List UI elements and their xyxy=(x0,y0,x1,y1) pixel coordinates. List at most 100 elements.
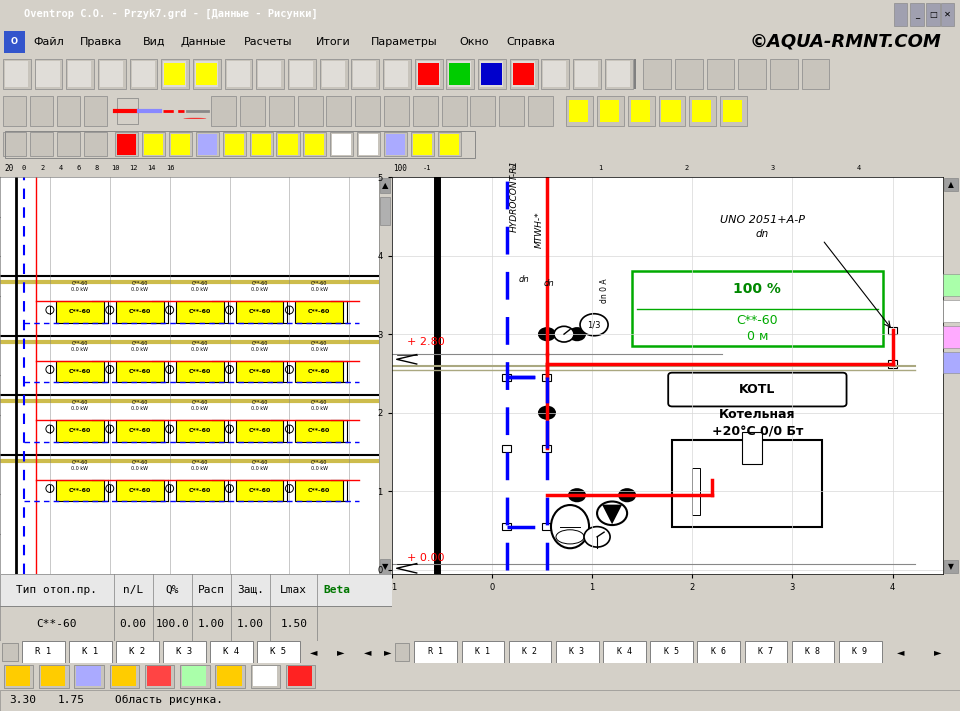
Text: C**-60
0.0 kW: C**-60 0.0 kW xyxy=(191,282,208,292)
Text: K 5: K 5 xyxy=(270,648,286,656)
Bar xyxy=(359,134,378,155)
Circle shape xyxy=(285,365,294,373)
Text: C**-60
0.0 kW: C**-60 0.0 kW xyxy=(311,282,327,292)
Text: dn 0 A: dn 0 A xyxy=(600,278,609,303)
Bar xyxy=(449,63,470,85)
Text: K 3: K 3 xyxy=(176,648,192,656)
Circle shape xyxy=(226,425,233,433)
Text: C**-60
0.0 kW: C**-60 0.0 kW xyxy=(132,282,148,292)
Text: 4: 4 xyxy=(857,165,861,171)
Bar xyxy=(462,641,504,663)
Bar xyxy=(288,666,312,686)
Circle shape xyxy=(166,484,174,493)
Bar xyxy=(792,641,834,663)
Bar xyxy=(164,63,185,85)
Text: 1.00: 1.00 xyxy=(198,619,225,629)
Text: C**-60
0.0 kW: C**-60 0.0 kW xyxy=(191,341,208,352)
Bar xyxy=(499,96,524,126)
Text: dn: dn xyxy=(543,279,554,287)
Bar xyxy=(509,641,551,663)
Bar xyxy=(252,666,276,686)
Bar xyxy=(258,61,281,87)
Text: ▼: ▼ xyxy=(948,562,954,571)
Text: _: _ xyxy=(915,10,919,18)
Bar xyxy=(839,641,881,663)
Bar xyxy=(256,59,284,89)
Text: 2: 2 xyxy=(40,165,44,171)
Bar xyxy=(111,666,136,686)
Bar xyxy=(115,641,158,663)
Circle shape xyxy=(46,425,54,433)
Bar xyxy=(4,31,25,53)
Bar xyxy=(176,420,224,442)
Text: Beta: Beta xyxy=(324,585,350,595)
Bar xyxy=(251,665,280,688)
Bar xyxy=(116,360,163,383)
Bar xyxy=(738,59,766,89)
Bar xyxy=(941,3,954,26)
Text: 10: 10 xyxy=(111,165,119,171)
Circle shape xyxy=(618,488,636,502)
Bar xyxy=(415,641,457,663)
Text: C**-60: C**-60 xyxy=(249,369,271,374)
Circle shape xyxy=(597,501,627,525)
Bar xyxy=(0,574,392,606)
Text: +20°C 0/0 Бт: +20°C 0/0 Бт xyxy=(711,426,804,439)
Bar xyxy=(448,61,471,87)
Text: ▲: ▲ xyxy=(948,180,954,189)
Text: 0 м: 0 м xyxy=(747,330,768,343)
Bar xyxy=(252,134,271,155)
Circle shape xyxy=(580,314,608,336)
Text: MTWH-*: MTWH-* xyxy=(535,211,543,247)
Bar xyxy=(3,132,26,156)
Bar xyxy=(643,59,671,89)
Bar xyxy=(256,641,300,663)
Bar xyxy=(597,96,624,126)
Bar xyxy=(320,59,348,89)
Circle shape xyxy=(46,365,54,373)
Bar xyxy=(36,61,60,87)
Bar xyxy=(115,132,138,156)
Bar xyxy=(943,352,960,373)
Text: R 1: R 1 xyxy=(35,648,51,656)
Circle shape xyxy=(166,425,174,433)
Text: Итоги: Итоги xyxy=(316,37,350,47)
Bar xyxy=(413,134,432,155)
Text: 100.0: 100.0 xyxy=(156,619,189,629)
Bar xyxy=(68,61,91,87)
Circle shape xyxy=(584,527,611,547)
Text: Защ.: Защ. xyxy=(237,585,264,595)
Text: K 8: K 8 xyxy=(805,648,820,656)
Text: C**-60: C**-60 xyxy=(188,309,210,314)
Text: C**-60: C**-60 xyxy=(308,309,330,314)
Text: C**-60
0.0 kW: C**-60 0.0 kW xyxy=(251,460,268,471)
Bar xyxy=(288,59,316,89)
Bar xyxy=(513,63,534,85)
Text: KOTL: KOTL xyxy=(739,383,776,396)
Bar xyxy=(566,96,593,126)
Text: ►: ► xyxy=(384,647,392,657)
Bar xyxy=(296,479,344,501)
Circle shape xyxy=(285,306,294,314)
Bar xyxy=(541,59,569,89)
Bar xyxy=(438,132,461,156)
Text: K 5: K 5 xyxy=(663,648,679,656)
Bar xyxy=(223,132,246,156)
Bar xyxy=(116,479,163,501)
Text: Q%: Q% xyxy=(165,585,180,595)
Text: ▼: ▼ xyxy=(382,562,389,571)
Circle shape xyxy=(285,425,294,433)
Text: C**-60
0.0 kW: C**-60 0.0 kW xyxy=(251,400,268,411)
Bar xyxy=(225,59,252,89)
Text: Правка: Правка xyxy=(80,37,122,47)
Text: 12: 12 xyxy=(130,165,137,171)
Bar xyxy=(269,96,294,126)
Text: 4: 4 xyxy=(59,165,62,171)
Bar xyxy=(235,301,283,323)
Bar xyxy=(355,96,380,126)
Text: C**-60
0.0 kW: C**-60 0.0 kW xyxy=(71,341,88,352)
Bar xyxy=(322,61,345,87)
Bar xyxy=(180,665,209,688)
Bar xyxy=(395,643,409,661)
Bar xyxy=(116,301,163,323)
